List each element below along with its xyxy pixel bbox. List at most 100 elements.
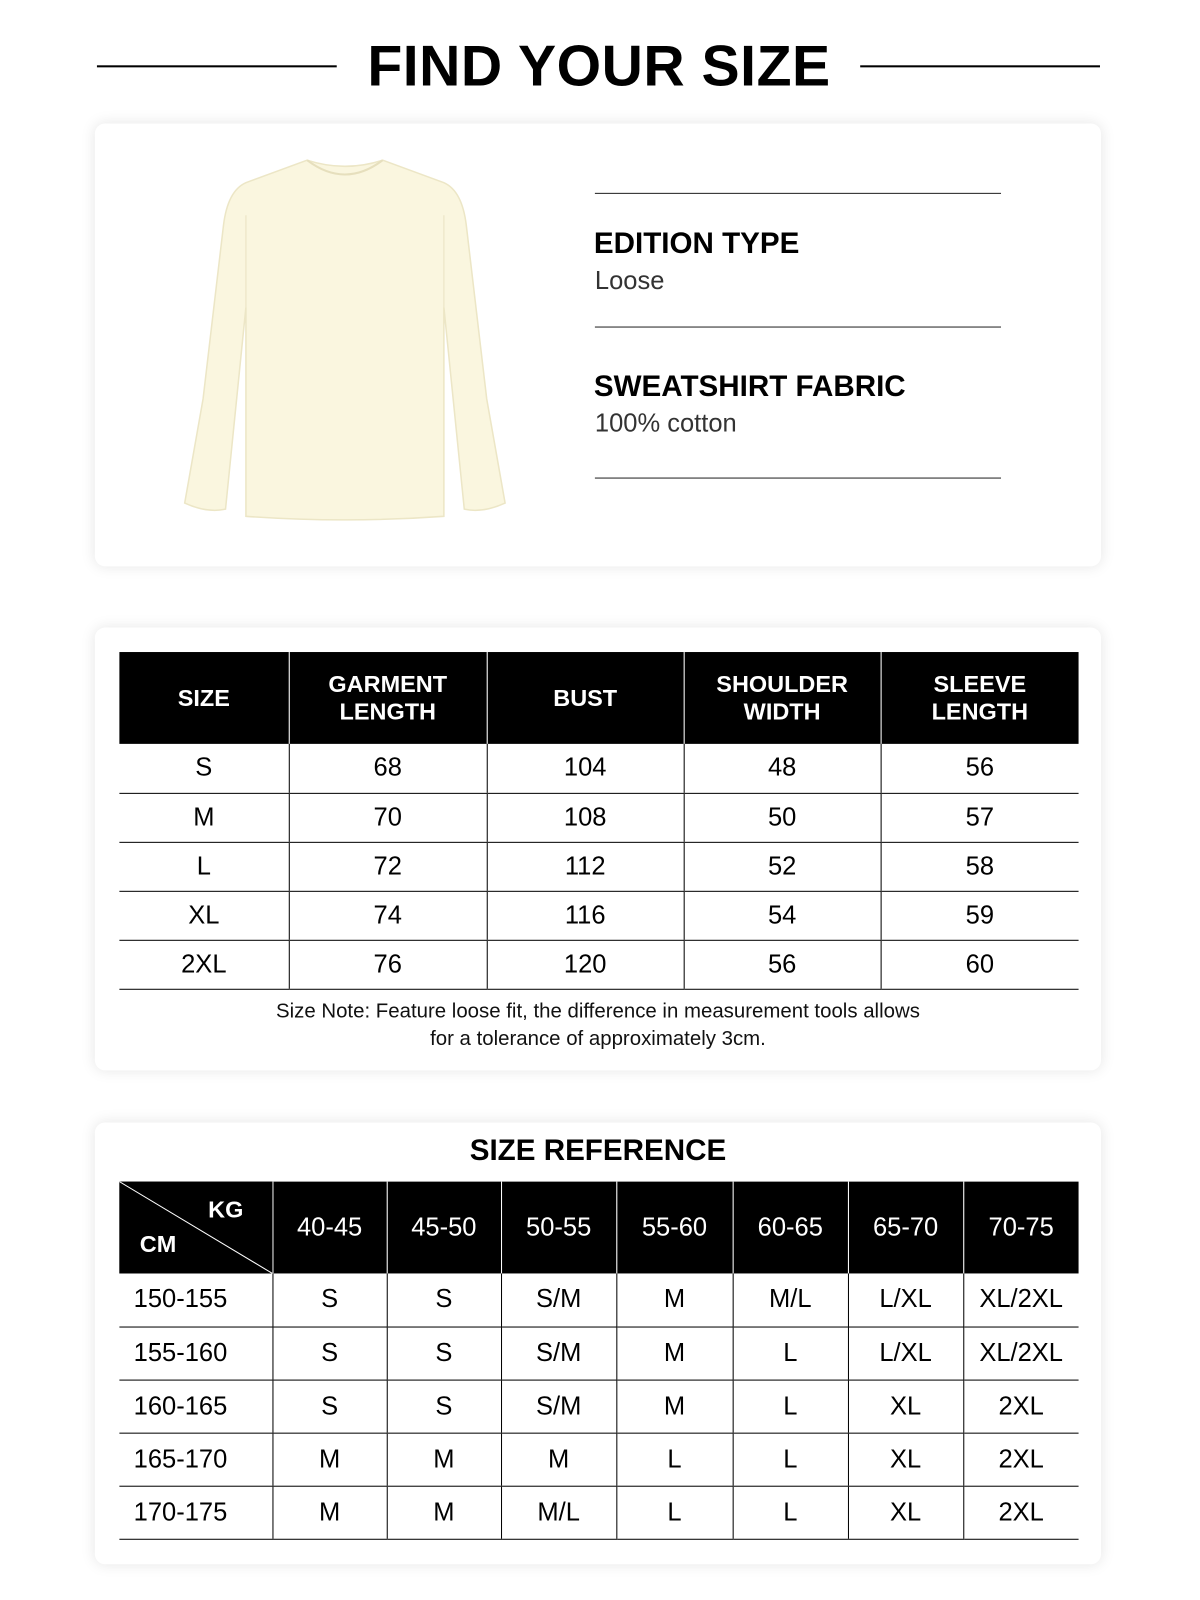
table-cell: 58	[880, 841, 1079, 892]
size-cell: L/XL	[847, 1326, 964, 1381]
table-cell: 59	[880, 890, 1079, 941]
column-header-line: GARMENT	[328, 670, 448, 697]
corner-cm-label: CM	[139, 1230, 177, 1258]
table-row: 155-160 S S S/M M L L/XL XL/2XL	[119, 1326, 1079, 1381]
size-cell: L	[615, 1432, 733, 1487]
table-row: M 70 108 50 57	[119, 792, 1079, 843]
column-header: GARMENT LENGTH	[288, 652, 487, 744]
table-cell: M	[119, 792, 289, 843]
product-card: EDITION TYPE Loose SWEATSHIRT FABRIC 100…	[94, 123, 1102, 567]
spec-divider	[594, 477, 1002, 479]
table-cell: 54	[683, 890, 881, 941]
page-title: FIND YOUR SIZE	[367, 33, 831, 98]
table-cell: 120	[486, 939, 684, 990]
size-cell: S/M	[500, 1273, 617, 1328]
table-cell: 70	[288, 792, 487, 843]
table-row: S 68 104 48 56	[119, 743, 1079, 794]
column-header-line: SIZE	[177, 684, 230, 711]
size-cell: L	[732, 1379, 848, 1434]
size-cell: 2XL	[962, 1485, 1079, 1540]
size-chart-table: SIZE GARMENT LENGTH BUST SHOULDER WIDTH SLEEVE…	[119, 652, 1079, 990]
weight-header: 70-75	[962, 1181, 1079, 1274]
size-cell: M	[500, 1432, 617, 1487]
size-cell: M	[615, 1273, 733, 1328]
column-header-line: LENGTH	[931, 697, 1029, 725]
spec-divider	[594, 192, 1002, 194]
table-cell: 74	[288, 890, 487, 941]
title-divider-right	[860, 65, 1100, 68]
table-cell: 56	[880, 743, 1079, 794]
size-cell: S/M	[500, 1379, 617, 1434]
corner-kg-label: KG	[208, 1195, 244, 1223]
column-header-line: BUST	[553, 684, 618, 711]
height-cell: 165-170	[119, 1432, 273, 1487]
size-cell: XL	[847, 1432, 964, 1487]
size-cell: L	[732, 1326, 848, 1381]
table-cell: 116	[486, 890, 684, 941]
spec-value-edition-type: Loose	[594, 266, 665, 295]
size-cell: S	[386, 1379, 502, 1434]
table-row: 2XL 76 120 56 60	[119, 939, 1079, 990]
size-cell: S	[386, 1273, 502, 1328]
weight-header: 40-45	[271, 1181, 387, 1274]
diagonal-divider	[119, 1181, 273, 1274]
size-cell: S	[386, 1326, 502, 1381]
size-cell: XL/2XL	[962, 1326, 1079, 1381]
size-reference-title: SIZE REFERENCE	[469, 1134, 727, 1168]
weight-header: 65-70	[847, 1181, 964, 1274]
column-header: SHOULDER WIDTH	[683, 652, 881, 744]
size-cell: M	[271, 1485, 387, 1540]
size-chart-header: SIZE GARMENT LENGTH BUST SHOULDER WIDTH SLEEVE…	[119, 652, 1079, 744]
sweatshirt-image	[183, 159, 506, 521]
size-reference-table: KG CM 40-45 45-50 50-55 55-60 60-65 65-70 70-7…	[119, 1181, 1079, 1540]
weight-header: 60-65	[732, 1181, 848, 1274]
column-header: SLEEVE LENGTH	[880, 652, 1079, 744]
size-cell: M	[615, 1379, 733, 1434]
size-note-line-1: Size Note: Feature loose fit, the differ…	[275, 999, 920, 1023]
size-cell: L/XL	[847, 1273, 964, 1328]
height-cell: 150-155	[119, 1273, 273, 1328]
table-row: 170-175 M M M/L L L XL 2XL	[119, 1485, 1079, 1540]
table-cell: 76	[288, 939, 487, 990]
column-header-line: WIDTH	[743, 697, 821, 725]
size-cell: L	[615, 1485, 733, 1540]
table-row: XL 74 116 54 59	[119, 890, 1079, 941]
weight-header: 50-55	[500, 1181, 617, 1274]
table-cell: 56	[683, 939, 881, 990]
size-reference-header: KG CM 40-45 45-50 50-55 55-60 60-65 65-70 70-7…	[119, 1181, 1079, 1274]
table-cell: 48	[683, 743, 881, 794]
size-reference-card: SIZE REFERENCE KG CM 40-45 45-50 50-55 55-6…	[94, 1122, 1102, 1565]
table-cell: XL	[119, 890, 289, 941]
table-cell: L	[119, 841, 289, 892]
column-header: BUST	[486, 652, 684, 744]
table-cell: 57	[880, 792, 1079, 843]
size-cell: M/L	[500, 1485, 617, 1540]
size-cell: XL	[847, 1379, 964, 1434]
column-header-line: SHOULDER	[716, 670, 848, 697]
table-row: L 72 112 52 58	[119, 841, 1079, 892]
height-cell: 170-175	[119, 1485, 273, 1540]
table-cell: 52	[683, 841, 881, 892]
table-cell: 108	[486, 792, 684, 843]
table-cell: 68	[288, 743, 487, 794]
height-cell: 160-165	[119, 1379, 273, 1434]
size-cell: 2XL	[962, 1432, 1079, 1487]
table-row: 150-155 S S S/M M M/L L/XL XL/2XL	[119, 1273, 1079, 1328]
size-cell: S	[271, 1379, 387, 1434]
size-cell: L	[732, 1485, 848, 1540]
height-cell: 155-160	[119, 1326, 273, 1381]
size-cell: S	[271, 1326, 387, 1381]
column-header-line: LENGTH	[339, 697, 436, 725]
weight-header: 45-50	[386, 1181, 502, 1274]
spec-divider	[594, 326, 1002, 328]
column-header-line: SLEEVE	[933, 670, 1027, 697]
size-cell: XL	[847, 1485, 964, 1540]
size-cell: M	[271, 1432, 387, 1487]
table-cell: S	[119, 743, 289, 794]
column-header: SIZE	[119, 652, 289, 744]
size-cell: M	[386, 1432, 502, 1487]
spec-value-fabric: 100% cotton	[594, 409, 737, 438]
size-cell: M	[386, 1485, 502, 1540]
size-cell: M/L	[732, 1273, 848, 1328]
table-cell: 112	[486, 841, 684, 892]
